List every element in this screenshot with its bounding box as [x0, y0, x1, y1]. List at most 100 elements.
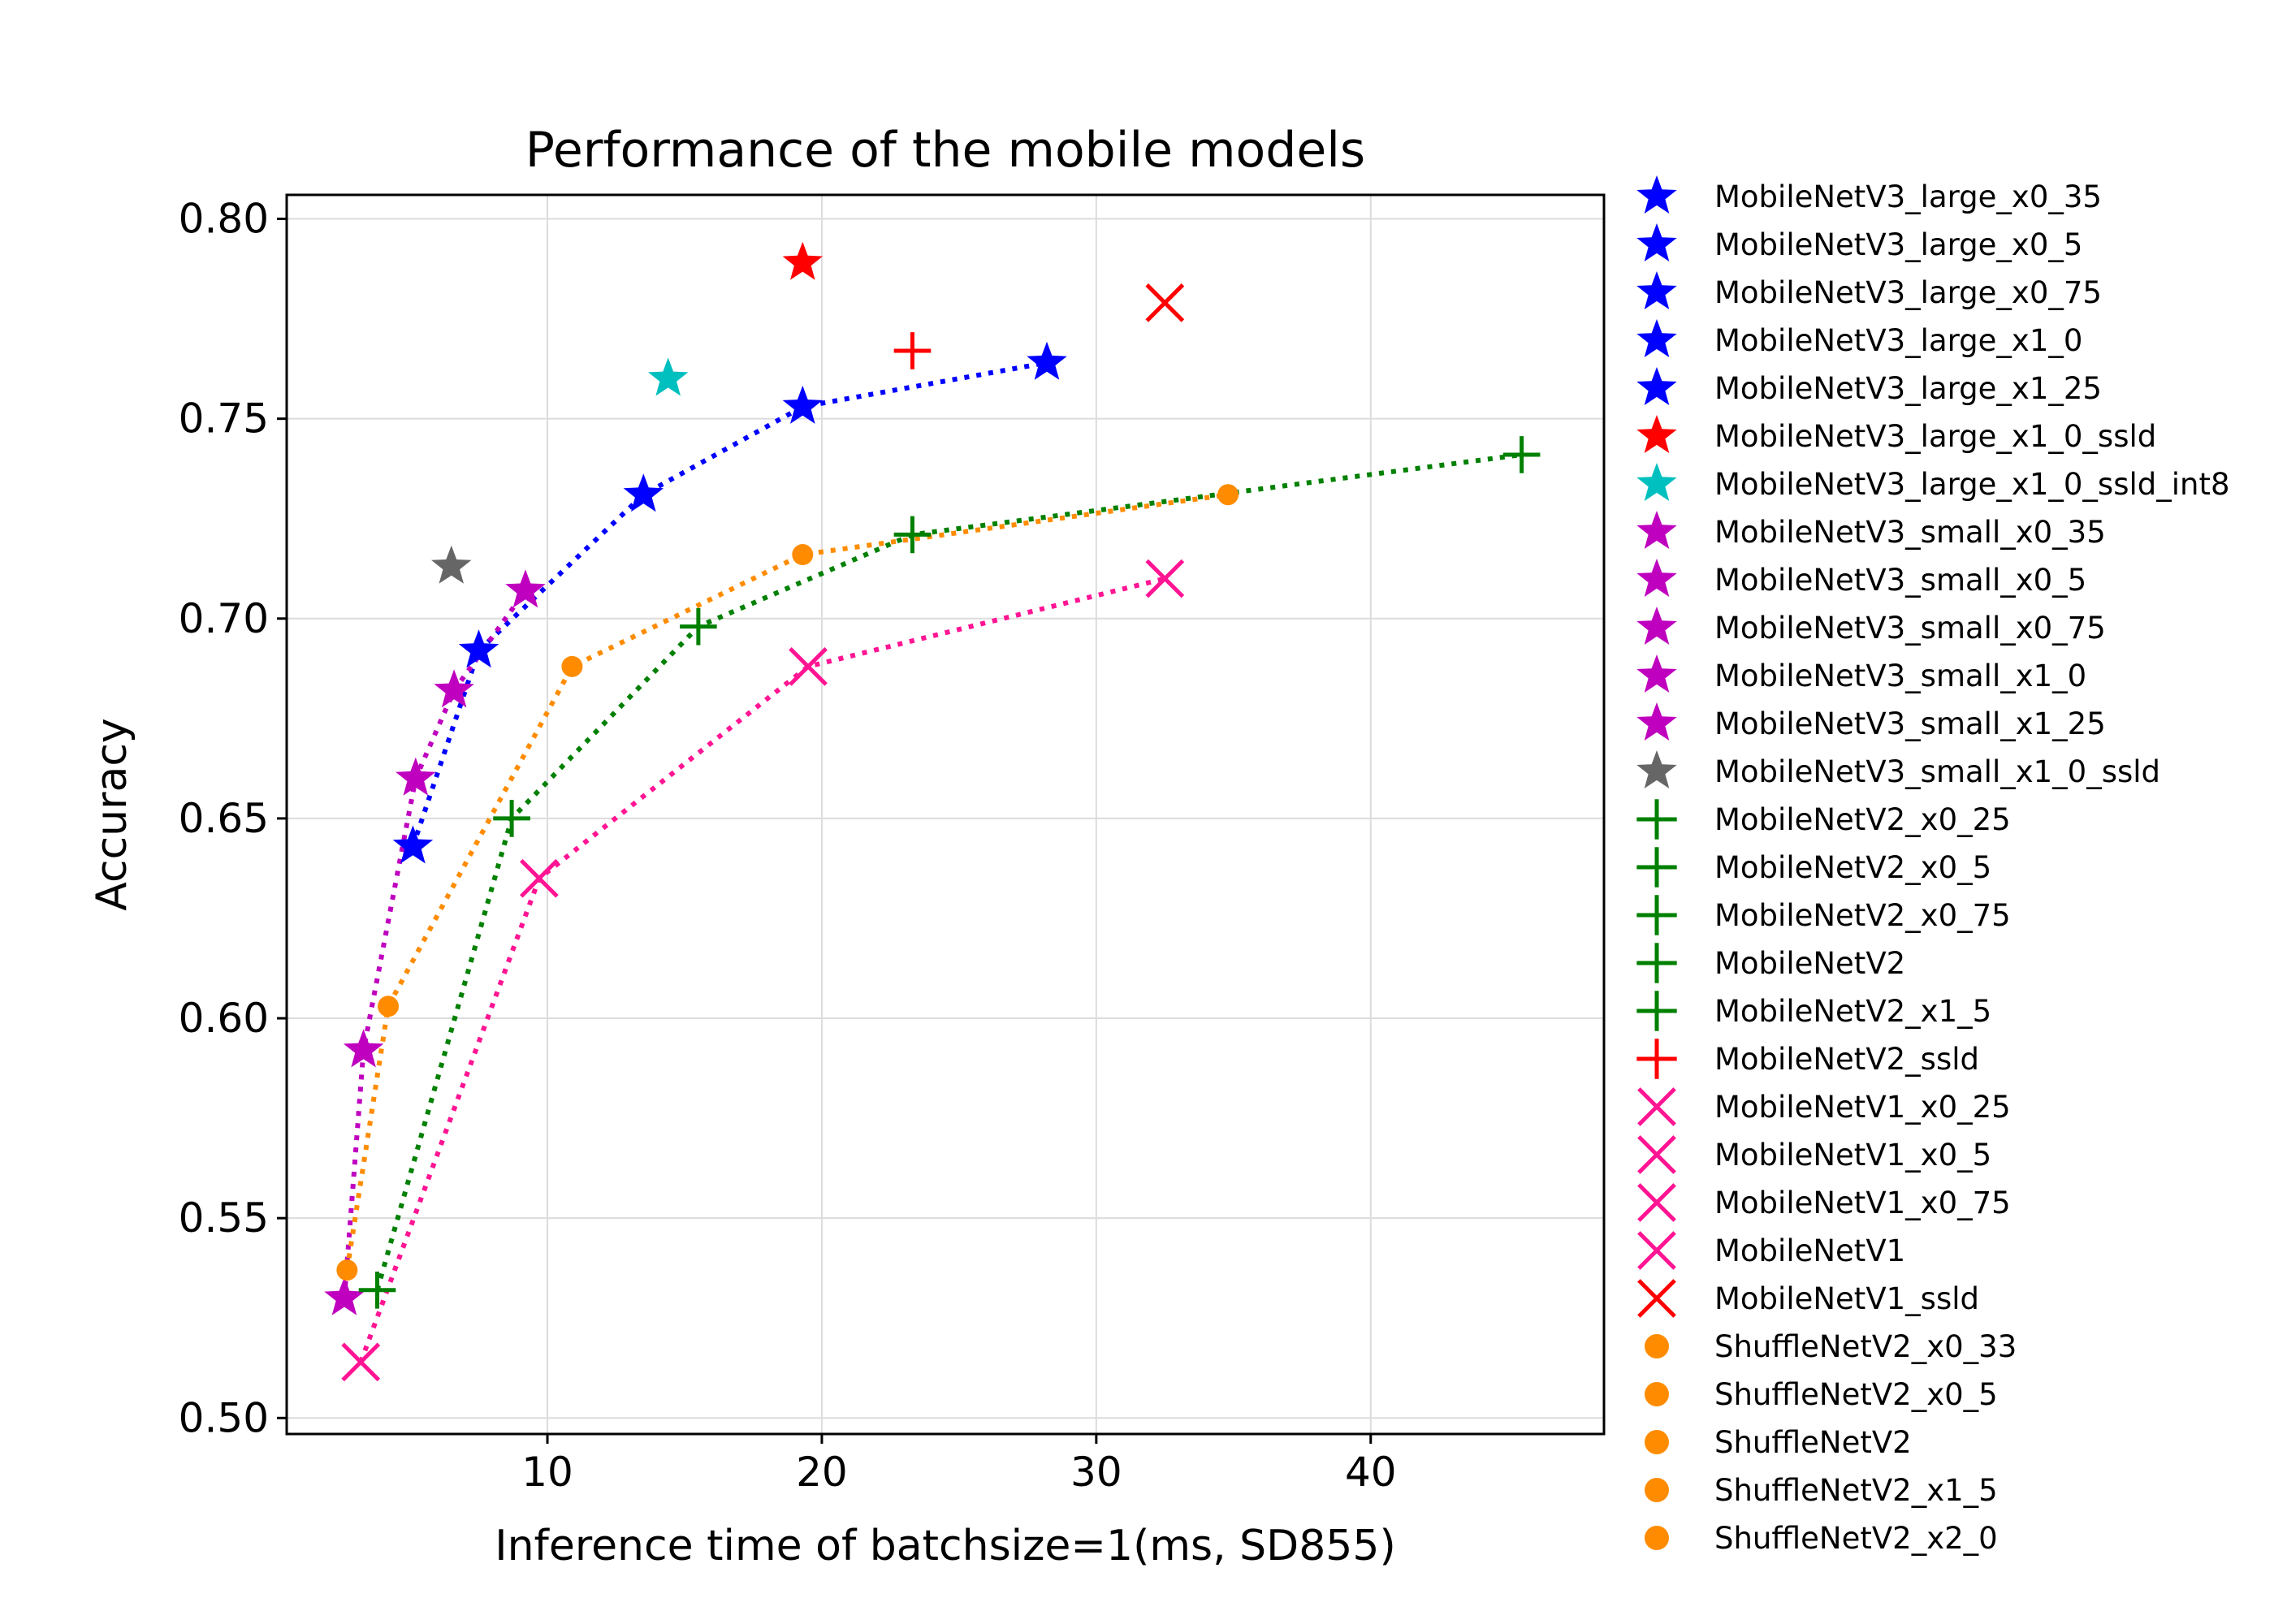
point-mobilenetv1-x0-75 [789, 646, 828, 686]
axes-frame [285, 193, 1606, 1436]
legend-label: MobileNetV2_x0_75 [1714, 898, 2011, 933]
point-mobilenetv3-small-x1-0-ssld [431, 545, 472, 584]
legend-marker-circle-icon [1645, 1430, 1669, 1454]
legend-marker-plus-icon [1636, 895, 1677, 935]
legend-item-mobilenetv3-large-x0-35: MobileNetV3_large_x0_35 [1636, 175, 2102, 214]
legend-item-mobilenetv3-small-x0-5: MobileNetV3_small_x0_5 [1636, 559, 2086, 598]
y-axis-label: Accuracy [88, 718, 136, 910]
legend-marker-star-icon [1636, 175, 1677, 214]
legend-item-mobilenetv3-small-x1-25: MobileNetV3_small_x1_25 [1636, 702, 2106, 741]
legend-item-mobilenetv3-small-x0-75: MobileNetV3_small_x0_75 [1636, 607, 2106, 646]
point-mobilenetv1-ssld [1145, 283, 1185, 322]
legend-label: ShuffleNetV2_x2_0 [1714, 1521, 1998, 1556]
legend-item-mobilenetv3-large-x1-0-ssld-int8: MobileNetV3_large_x1_0_ssld_int8 [1636, 463, 2230, 502]
legend-item-mobilenetv2: MobileNetV2 [1636, 943, 1905, 983]
point-mobilenetv3-small-x0-35 [324, 1276, 365, 1315]
legend-item-shufflenetv2-x0-5: ShuffleNetV2_x0_5 [1645, 1377, 1998, 1412]
point-shufflenetv2-x0-5 [378, 996, 400, 1017]
legend-label: MobileNetV3_large_x0_75 [1714, 275, 2102, 310]
legend-marker-star-icon [1636, 367, 1677, 405]
legend-item-mobilenetv1: MobileNetV1 [1637, 1231, 1905, 1270]
point-mobilenetv2-ssld [893, 332, 932, 369]
legend-label: MobileNetV3_large_x1_0_ssld_int8 [1714, 467, 2230, 502]
point-mobilenetv2-x0-25 [358, 1271, 396, 1309]
chart-title: Performance of the mobile models [525, 122, 1365, 179]
point-mobilenetv3-small-x0-5 [343, 1029, 384, 1068]
legend-label: MobileNetV1 [1714, 1233, 1905, 1268]
legend-marker-x-icon [1637, 1135, 1676, 1174]
series-line-mobilenetv1 [358, 576, 1166, 1363]
series-line-mobilenetv3-large [410, 360, 1048, 848]
legend-label: MobileNetV3_small_x1_25 [1714, 706, 2106, 741]
legend-item-mobilenetv3-large-x1-25: MobileNetV3_large_x1_25 [1636, 367, 2102, 406]
point-mobilenetv3-small-x0-75 [396, 757, 436, 796]
legend-label: ShuffleNetV2_x1_5 [1714, 1473, 1998, 1508]
point-mobilenetv3-large-x0-35 [392, 825, 434, 864]
point-mobilenetv3-large-x1-0 [782, 385, 823, 424]
legend-label: MobileNetV2 [1714, 946, 1905, 981]
legend-label: ShuffleNetV2_x0_33 [1714, 1329, 2017, 1364]
legend-label: MobileNetV2_x1_5 [1714, 994, 1991, 1029]
legend-item-shufflenetv2-x2-0: ShuffleNetV2_x2_0 [1645, 1521, 1998, 1556]
point-shufflenetv2-x1-5 [792, 544, 814, 566]
legend-label: MobileNetV1_x0_5 [1714, 1138, 1991, 1173]
point-mobilenetv2-x0-5 [493, 800, 530, 837]
point-mobilenetv3-small-x1-25 [505, 569, 546, 608]
legend-item-shufflenetv2-x0-33: ShuffleNetV2_x0_33 [1645, 1329, 2017, 1364]
point-mobilenetv3-small-x1-0 [434, 669, 474, 708]
legend-label: MobileNetV3_large_x1_0 [1714, 323, 2082, 358]
legend-marker-plus-icon [1636, 943, 1677, 983]
y-tick-label: 0.55 [179, 1194, 269, 1242]
point-mobilenetv3-large-x0-75 [623, 473, 664, 512]
legend-label: MobileNetV1_x0_75 [1714, 1186, 2011, 1220]
x-tick-label: 30 [1070, 1449, 1122, 1496]
legend-item-mobilenetv3-small-x0-35: MobileNetV3_small_x0_35 [1636, 511, 2106, 550]
legend-label: MobileNetV2_ssld [1714, 1042, 1979, 1077]
legend-label: MobileNetV3_small_x0_75 [1714, 611, 2106, 646]
legend-marker-x-icon [1637, 1087, 1676, 1126]
legend: MobileNetV3_large_x0_35 MobileNetV3_large… [1636, 175, 2230, 1556]
legend-item-mobilenetv1-x0-5: MobileNetV1_x0_5 [1637, 1135, 1991, 1174]
legend-marker-star-icon [1636, 559, 1677, 597]
legend-item-mobilenetv2-x0-5: MobileNetV2_x0_5 [1636, 847, 1991, 888]
legend-label: MobileNetV1_ssld [1714, 1281, 1979, 1316]
legend-marker-star-icon [1636, 463, 1677, 501]
y-tick-label: 0.80 [179, 196, 269, 243]
legend-marker-x-icon [1637, 1279, 1676, 1318]
point-mobilenetv1-x0-25 [341, 1342, 381, 1382]
legend-item-mobilenetv2-x0-75: MobileNetV2_x0_75 [1636, 895, 2011, 935]
legend-marker-star-icon [1636, 654, 1677, 693]
legend-marker-circle-icon [1645, 1334, 1669, 1358]
y-tick-label: 0.75 [179, 395, 269, 443]
point-mobilenetv2-x1-5 [1502, 436, 1541, 473]
legend-item-shufflenetv2-x1-5: ShuffleNetV2_x1_5 [1645, 1473, 1998, 1508]
x-axis-label: Inference time of batchsize=1(ms, SD855) [495, 1522, 1396, 1570]
point-mobilenetv3-large-x1-25 [1027, 341, 1067, 380]
point-mobilenetv3-large-x1-0-ssld [782, 241, 823, 280]
point-mobilenetv2-x0-75 [680, 607, 717, 646]
legend-marker-x-icon [1637, 1231, 1676, 1270]
legend-item-mobilenetv3-large-x1-0-ssld: MobileNetV3_large_x1_0_ssld [1636, 415, 2156, 454]
point-mobilenetv2 [893, 516, 932, 554]
legend-marker-x-icon [1637, 1183, 1676, 1222]
legend-label: MobileNetV3_large_x1_25 [1714, 371, 2102, 406]
legend-marker-circle-icon [1645, 1526, 1669, 1550]
point-mobilenetv1-x0-5 [520, 858, 559, 898]
legend-item-mobilenetv2-x1-5: MobileNetV2_x1_5 [1636, 991, 1991, 1031]
legend-marker-star-icon [1636, 271, 1677, 309]
point-mobilenetv3-large-x1-0-ssld-int8 [648, 357, 689, 396]
legend-label: MobileNetV3_large_x1_0_ssld [1714, 419, 2156, 454]
legend-label: MobileNetV3_large_x0_35 [1714, 179, 2102, 214]
legend-label: ShuffleNetV2 [1714, 1425, 1912, 1460]
point-shufflenetv2-x0-33 [336, 1259, 358, 1281]
legend-item-mobilenetv3-large-x0-5: MobileNetV3_large_x0_5 [1636, 223, 2082, 262]
legend-label: MobileNetV3_small_x1_0 [1714, 659, 2086, 693]
legend-item-mobilenetv1-x0-25: MobileNetV1_x0_25 [1637, 1087, 2011, 1126]
legend-label: MobileNetV3_small_x0_35 [1714, 515, 2106, 550]
legend-marker-plus-icon [1636, 799, 1677, 840]
legend-marker-circle-icon [1645, 1478, 1669, 1502]
legend-marker-plus-icon [1636, 847, 1677, 888]
legend-marker-star-icon [1636, 319, 1677, 357]
